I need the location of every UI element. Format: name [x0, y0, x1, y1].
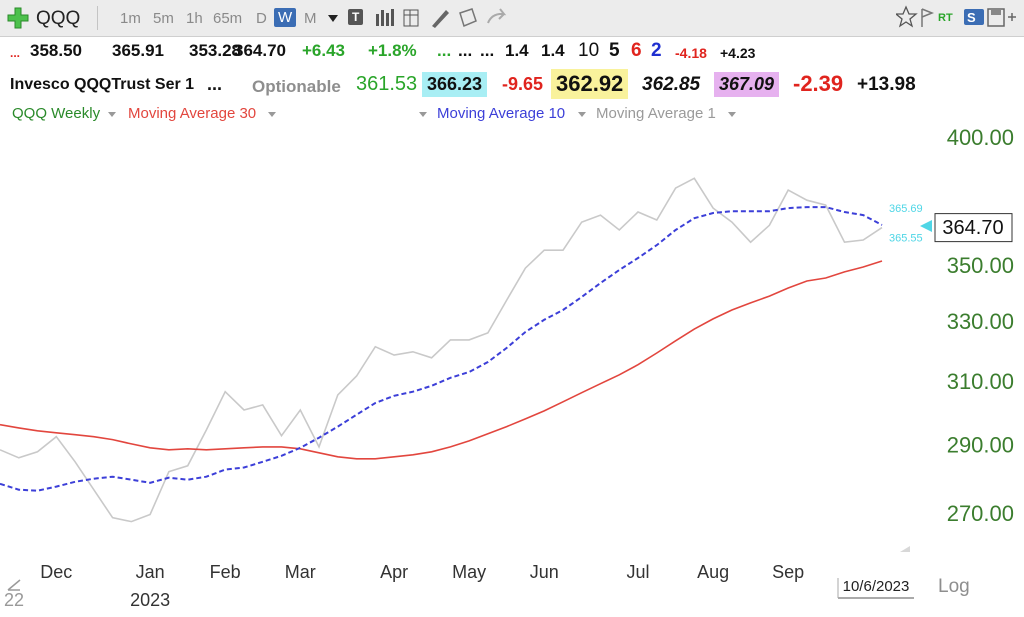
quote-item: Optionable [252, 77, 341, 96]
dropdown-icon[interactable] [328, 15, 338, 23]
quote-item: 358.50 [30, 41, 82, 60]
x-tick-label: Feb [210, 562, 241, 582]
x-year-label: 22 [4, 590, 24, 610]
scan-icon[interactable]: S [967, 10, 976, 25]
x-year-label: 2023 [130, 590, 170, 610]
quote-item: ... [10, 46, 21, 60]
quote-item: 6 [631, 40, 642, 61]
quote-item: +4.23 [720, 45, 756, 61]
date-label: 10/6/2023 [843, 578, 910, 595]
scroll-mark [900, 546, 910, 552]
symbol[interactable]: QQQ [36, 8, 81, 29]
quote-item: 362.85 [642, 74, 701, 95]
timeframe[interactable]: M [304, 10, 317, 27]
x-tick-label: May [452, 562, 486, 582]
legend-entry[interactable]: QQQ Weekly [12, 105, 101, 122]
scroll-left-icon[interactable] [7, 579, 21, 591]
tool-icons [376, 8, 507, 28]
quote-item: -4.18 [675, 45, 707, 61]
x-tick-label: Jan [136, 562, 165, 582]
quote-item: 367.09 [714, 72, 780, 97]
x-tick-label: Sep [772, 562, 804, 582]
separator [97, 6, 98, 30]
y-tick-label: 290.00 [947, 433, 1014, 458]
quote-item: 366.23 [422, 72, 488, 97]
legend-entry[interactable]: Moving Average 10 [437, 105, 566, 122]
last-price-box [934, 213, 1013, 243]
end-value-label: 365.55 [889, 232, 923, 244]
timeframe[interactable]: 1h [186, 10, 203, 27]
quote-item: ... [207, 74, 223, 94]
quote-item: 364.70 [234, 41, 286, 60]
quote-item: 365.91 [112, 41, 164, 60]
x-tick-label: Jul [627, 562, 650, 582]
last-price-label: 364.70 [942, 217, 1003, 239]
y-tick-label: 350.00 [947, 253, 1014, 278]
quote-item: ... [437, 41, 452, 60]
y-tick-label: 400.00 [947, 125, 1014, 150]
realtime-icon[interactable]: RT [938, 12, 953, 24]
legend-arrows [108, 112, 736, 117]
y-tick-label: 310.00 [947, 369, 1014, 394]
quote-item: 5 [609, 40, 620, 61]
timeframe[interactable]: 65m [213, 10, 243, 27]
quote-item: -9.65 [502, 74, 544, 94]
add-icon[interactable] [6, 6, 30, 30]
quote-item: +1.8% [368, 41, 417, 60]
legend-entry[interactable]: Moving Average 30 [128, 105, 257, 122]
log-toggle[interactable]: Log [938, 576, 970, 597]
end-value-label: 365.69 [889, 203, 923, 215]
chart-type-icon[interactable]: T [348, 9, 364, 25]
series-line [0, 177, 883, 523]
toolbar: QQQ 1m 5m 1h 65m D W M T RT S [0, 0, 1024, 37]
timeframe[interactable]: 1m [120, 10, 141, 27]
quote-item: +6.43 [302, 41, 346, 60]
quote-item: 361.53 [356, 73, 418, 95]
quote-item: 10 [578, 40, 600, 61]
x-tick-label: Apr [380, 562, 408, 582]
x-tick-label: Jun [530, 562, 559, 582]
quote-item: 362.92 [551, 69, 629, 99]
timeframe[interactable]: D [256, 10, 267, 27]
timeframe[interactable]: W [274, 8, 297, 27]
y-tick-label: 330.00 [947, 309, 1014, 334]
quote-item: ... [458, 41, 473, 60]
quote-item: 2 [651, 40, 662, 61]
right-icons [896, 5, 1016, 28]
series-line [0, 260, 883, 460]
quote-item: ... [480, 41, 495, 60]
x-tick-label: Aug [697, 562, 729, 582]
series-line [0, 206, 883, 492]
quote-item: 1.4 [541, 41, 565, 60]
x-tick-label: Dec [40, 562, 72, 582]
price-arrow [920, 220, 932, 232]
x-tick-label: Mar [285, 562, 316, 582]
y-tick-label: 270.00 [947, 501, 1014, 526]
legend-entry[interactable]: Moving Average 1 [596, 105, 716, 122]
timeframe[interactable]: 5m [153, 10, 174, 27]
quote-item: +13.98 [857, 74, 916, 95]
quote-item: 1.4 [505, 41, 529, 60]
quote-item: 353.28 [189, 41, 241, 60]
quote-item: -2.39 [793, 71, 844, 96]
instrument-name: Invesco QQQTrust Ser 1 [10, 76, 195, 93]
